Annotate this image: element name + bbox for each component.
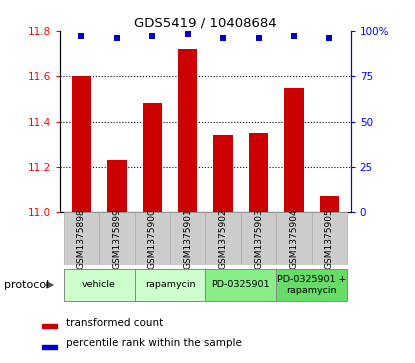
Text: GSM1375904: GSM1375904 (290, 208, 298, 269)
Point (220, 35, 227, 41)
Point (78, 33, 85, 39)
Point (326, 35, 333, 41)
Text: PD-0325901 +
rapamycin: PD-0325901 + rapamycin (277, 275, 347, 295)
Point (149, 33, 156, 39)
Text: vehicle: vehicle (82, 281, 116, 289)
Title: GDS5419 / 10408684: GDS5419 / 10408684 (134, 17, 277, 30)
Bar (72, 76, 91, 212)
Text: transformed count: transformed count (66, 318, 164, 328)
Text: GSM1375898: GSM1375898 (77, 208, 86, 269)
Text: GSM1375902: GSM1375902 (219, 208, 228, 269)
Bar (134, 269, 205, 301)
Bar (142, 103, 162, 212)
Bar (134, 212, 170, 265)
Bar (205, 269, 276, 301)
Bar (312, 212, 347, 265)
Bar (170, 212, 205, 265)
Text: GSM1375903: GSM1375903 (254, 208, 263, 269)
Text: GSM1375905: GSM1375905 (325, 208, 334, 269)
Point (255, 35, 262, 41)
Text: percentile rank within the sample: percentile rank within the sample (66, 338, 242, 347)
Bar (42, 325, 57, 329)
Text: rapamycin: rapamycin (145, 281, 195, 289)
Point (114, 35, 120, 41)
Bar (276, 212, 312, 265)
Text: protocol: protocol (4, 280, 49, 290)
Bar (64, 212, 99, 265)
Bar (107, 160, 127, 212)
Text: GSM1375900: GSM1375900 (148, 208, 157, 269)
Text: GSM1375901: GSM1375901 (183, 208, 192, 269)
Text: PD-0325901: PD-0325901 (212, 281, 270, 289)
Bar (178, 49, 198, 212)
Bar (320, 196, 339, 212)
Bar (249, 133, 269, 212)
Point (290, 33, 297, 39)
Bar (64, 269, 134, 301)
Bar (99, 212, 134, 265)
Bar (205, 212, 241, 265)
Bar (42, 345, 57, 348)
Bar (276, 269, 347, 301)
Bar (213, 135, 233, 212)
Point (184, 32, 191, 37)
Bar (284, 87, 304, 212)
Bar (241, 212, 276, 265)
Text: GSM1375899: GSM1375899 (112, 208, 121, 269)
